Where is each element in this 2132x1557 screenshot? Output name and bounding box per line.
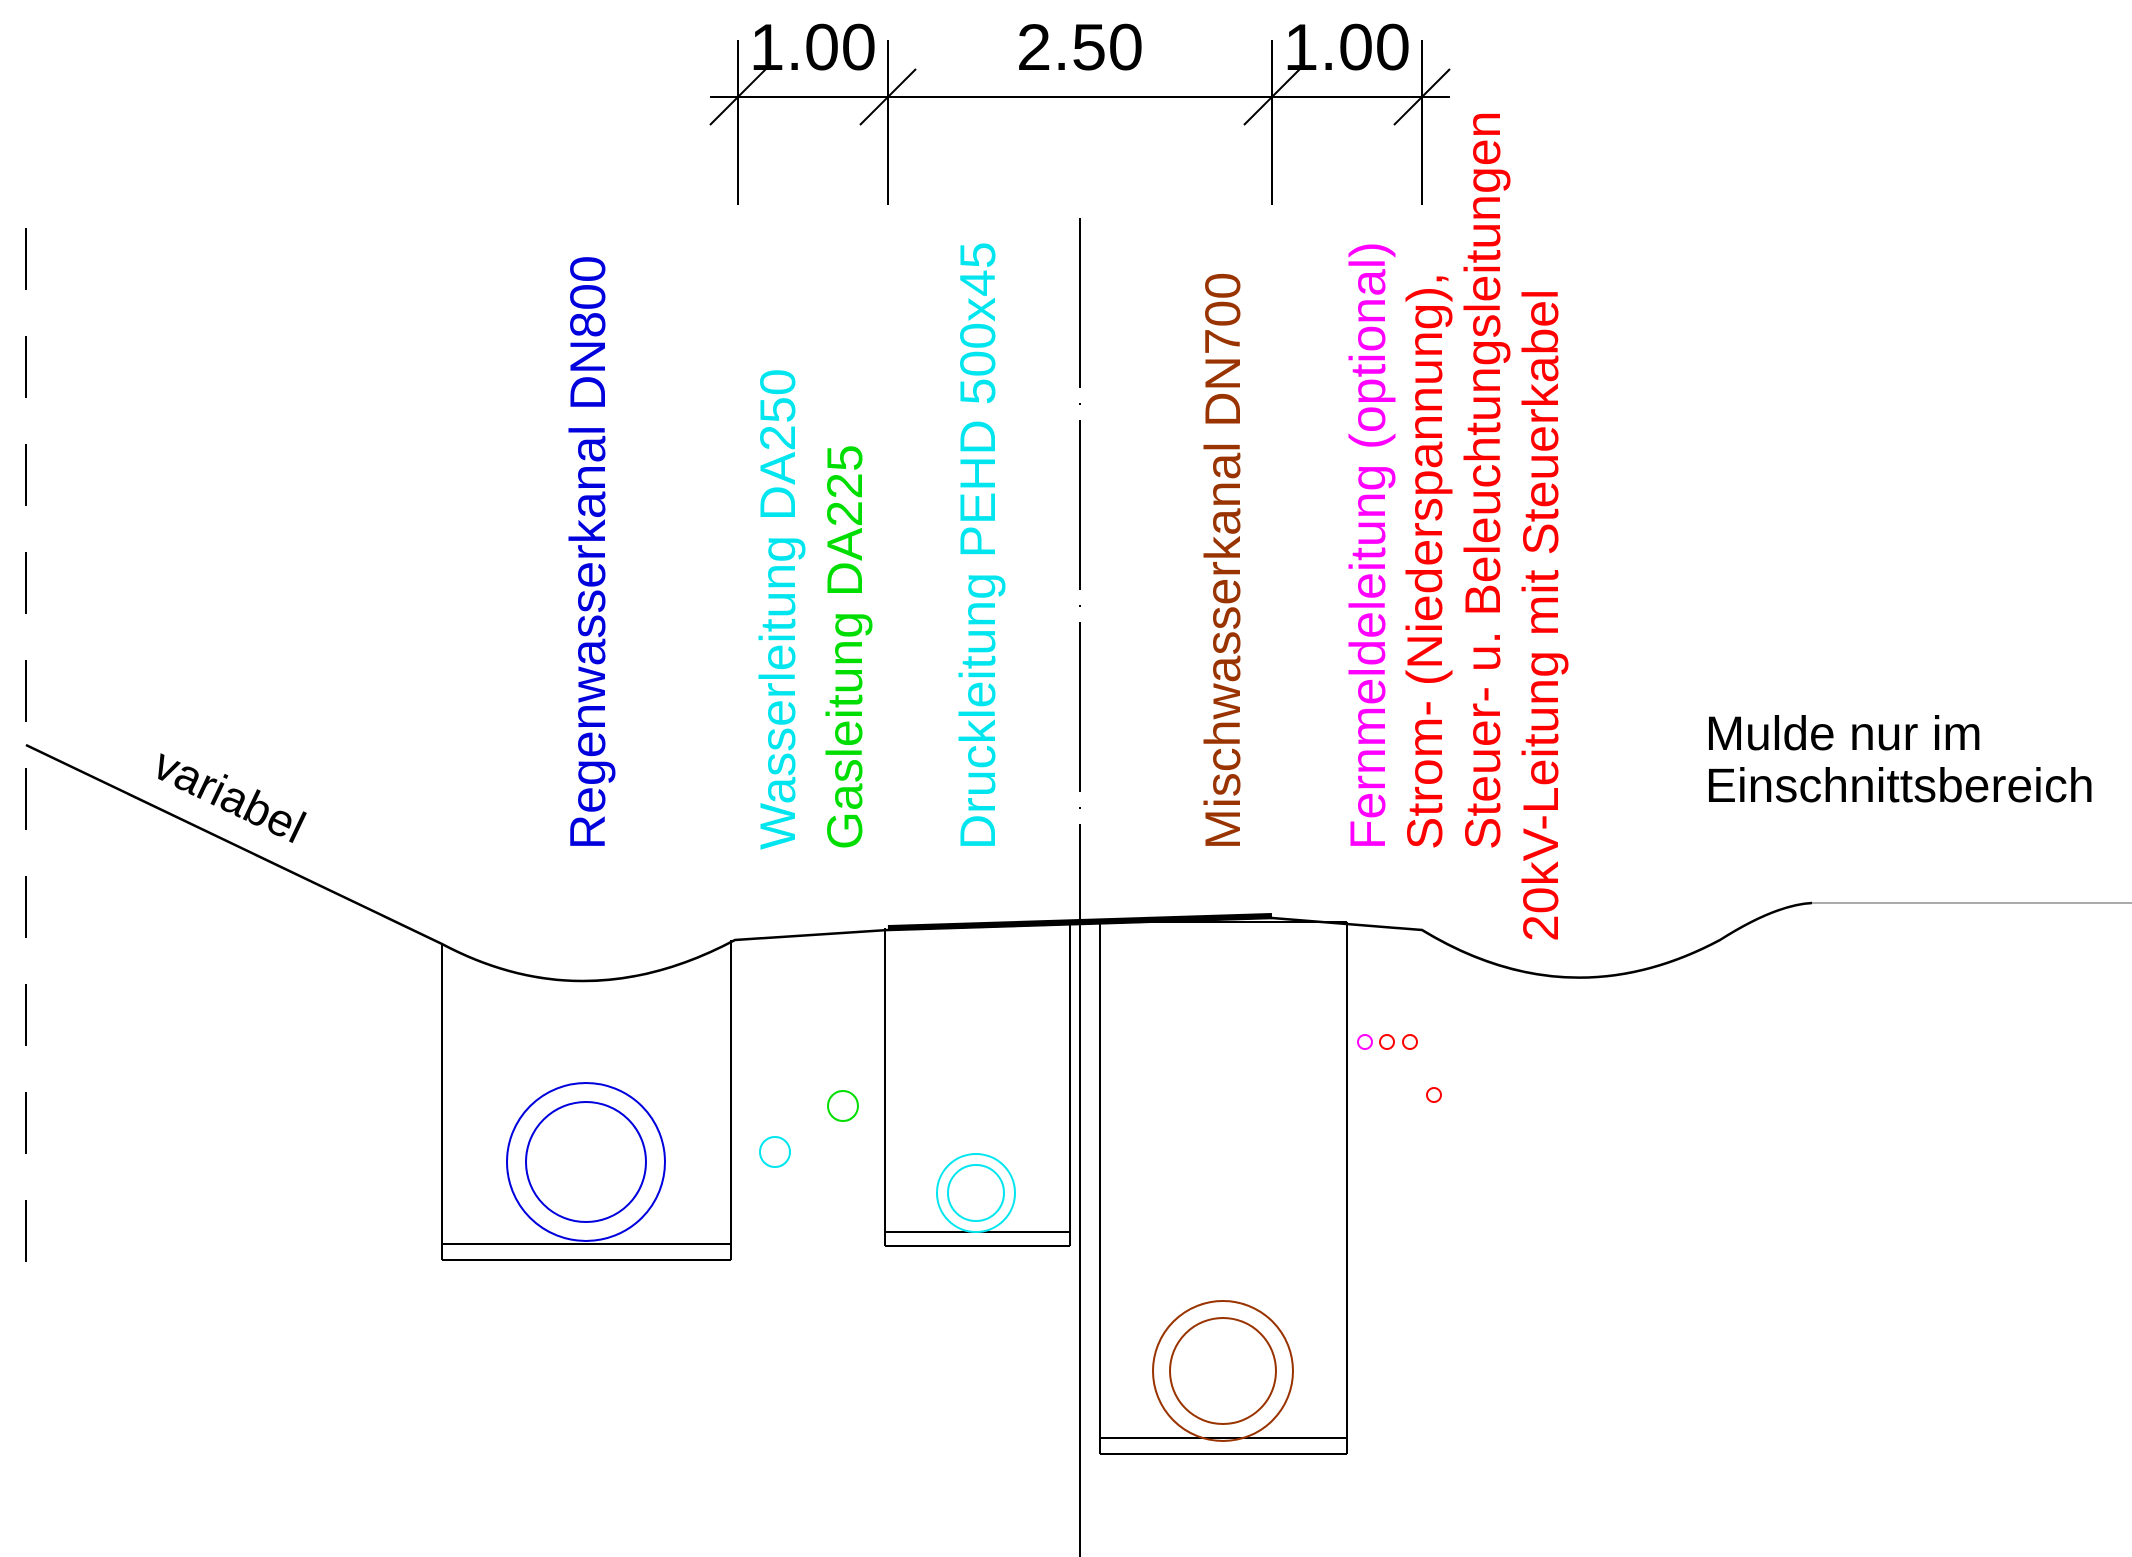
dimension-2-label: 2.50: [1016, 10, 1144, 84]
trench-mischwasser: [1099, 921, 1348, 1455]
cable-strom-2: [1402, 1034, 1418, 1050]
label-mulde-line2: Einschnittsbereich: [1705, 760, 2095, 813]
label-steuerleitungen: Steuer- u. Beleuchtungsleitungen: [1455, 111, 1511, 850]
pipe-regenwasser-dn800: [506, 1082, 666, 1242]
label-regenwasserkanal: Regenwasserkanal DN800: [560, 255, 616, 850]
label-variabel: variabel: [146, 737, 314, 853]
pipe-gas-da225: [827, 1090, 859, 1122]
tick-1: [709, 68, 767, 126]
label-gasleitung: Gasleitung DA225: [817, 444, 873, 850]
dimension-1-label: 1.00: [749, 10, 877, 84]
cable-fernmelde: [1357, 1034, 1373, 1050]
tick-4: [1393, 68, 1451, 126]
label-druckleitung: Druckleitung PEHD 500x45: [950, 241, 1006, 850]
tick-2: [859, 68, 917, 126]
label-wasserleitung: Wasserleitung DA250: [750, 368, 806, 850]
pipe-wasser-da250: [759, 1136, 791, 1168]
trench-regenwasser: [441, 940, 732, 1261]
label-20kv-leitung: 20kV-Leitung mit Steuerkabel: [1513, 289, 1569, 942]
label-fernmeldeleitung: Fernmeldeleitung (optional): [1340, 241, 1396, 850]
pipe-mischwasser-dn700: [1152, 1300, 1294, 1442]
trench-druckleitung: [884, 923, 1071, 1247]
ground-line: [25, 743, 1813, 983]
tick-3: [1243, 68, 1301, 126]
label-mulde-line1: Mulde nur im: [1705, 708, 1982, 761]
label-strom: Strom- (Niederspannung),: [1397, 272, 1453, 850]
dimension-3-label: 1.00: [1283, 10, 1411, 84]
cables-group: [1357, 1034, 1442, 1103]
label-mischwasserkanal: Mischwasserkanal DN700: [1195, 272, 1251, 850]
dimension-chain: [709, 40, 1451, 205]
cable-20kv: [1426, 1087, 1442, 1103]
cable-strom-1: [1379, 1034, 1395, 1050]
road-surface-thick-line: [887, 913, 1273, 931]
pipe-druckleitung-pehd: [936, 1153, 1016, 1233]
